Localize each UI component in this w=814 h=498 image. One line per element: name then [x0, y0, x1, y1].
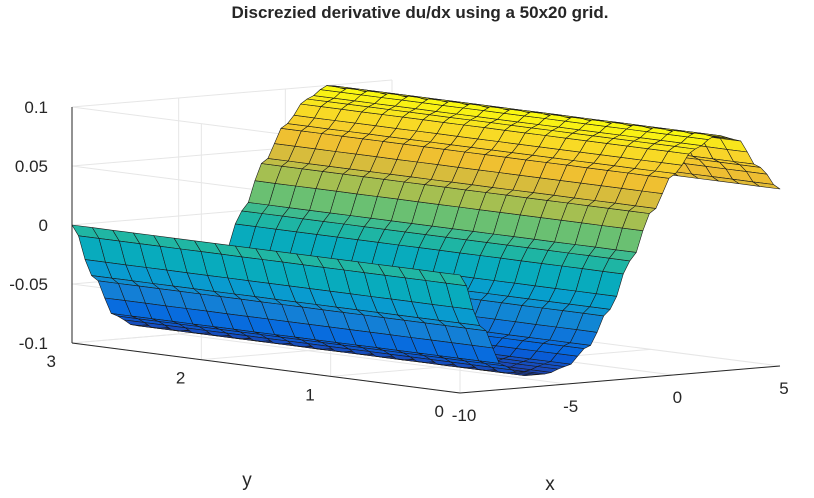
y-tick-label: 3	[47, 352, 56, 371]
y-tick-label: 2	[176, 369, 185, 388]
x-tick-label: -10	[452, 406, 477, 425]
surface-face	[752, 181, 781, 190]
back-wall-gridline	[71, 79, 393, 108]
y-tick-label: 1	[305, 385, 314, 404]
y-axis-label: y	[242, 470, 252, 491]
x-axis-label: x	[545, 474, 555, 493]
y-axis-line	[71, 342, 461, 394]
z-tick-label: 0.1	[24, 98, 48, 117]
x-axis-line	[459, 365, 781, 394]
z-tick-label: -0.05	[9, 275, 48, 294]
z-tick-label: -0.1	[19, 334, 48, 353]
x-tick-label: 5	[779, 379, 788, 398]
chart-title: Discrezied derivative du/dx using a 50x2…	[232, 3, 609, 22]
x-tick-label: -5	[563, 397, 578, 416]
floor-gridline	[178, 333, 567, 385]
x-tick-label: 0	[673, 388, 682, 407]
z-tick-label: 0	[39, 216, 48, 235]
tick-labels: -0.1 -0.05 0 0.05 0.1 0 1 2 3 -10 -5 0 5	[9, 98, 788, 425]
y-tick-label: 0	[435, 402, 444, 421]
z-tick-label: 0.05	[15, 157, 48, 176]
surface-mesh	[71, 85, 781, 377]
